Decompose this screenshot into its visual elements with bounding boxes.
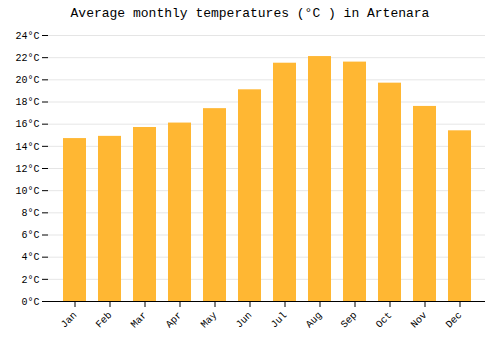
- svg-text:24°C: 24°C: [15, 31, 39, 42]
- html-text:Average monthly temperatures (: Average monthly temperatures (°C ) in Ar…: [70, 6, 430, 21]
- svg-text:Feb: Feb: [94, 310, 115, 331]
- svg-text:Oct: Oct: [374, 310, 395, 331]
- svg-text:22°C: 22°C: [15, 53, 39, 64]
- svg-text:Nov: Nov: [409, 310, 430, 331]
- svg-text:18°C: 18°C: [15, 97, 39, 108]
- svg-text:Sep: Sep: [339, 310, 360, 331]
- svg-text:10°C: 10°C: [15, 186, 39, 197]
- svg-text:2°C: 2°C: [21, 275, 39, 286]
- svg-text:Mar: Mar: [129, 310, 150, 331]
- svg-text:0°C: 0°C: [21, 297, 39, 308]
- svg-text:Jul: Jul: [269, 310, 290, 331]
- svg-text:Dec: Dec: [444, 310, 465, 331]
- svg-text:14°C: 14°C: [15, 142, 39, 153]
- svg-text:4°C: 4°C: [21, 252, 39, 263]
- svg-text:12°C: 12°C: [15, 164, 39, 175]
- svg-text:Aug: Aug: [304, 310, 325, 331]
- svg-text:8°C: 8°C: [21, 208, 39, 219]
- svg-text:20°C: 20°C: [15, 75, 39, 86]
- svg-text:Jun: Jun: [234, 310, 255, 331]
- svg-text:Jan: Jan: [59, 310, 80, 331]
- svg-text:16°C: 16°C: [15, 119, 39, 130]
- svg-text:Apr: Apr: [164, 310, 185, 331]
- svg-text:6°C: 6°C: [21, 230, 39, 241]
- svg-text:May: May: [199, 310, 220, 331]
